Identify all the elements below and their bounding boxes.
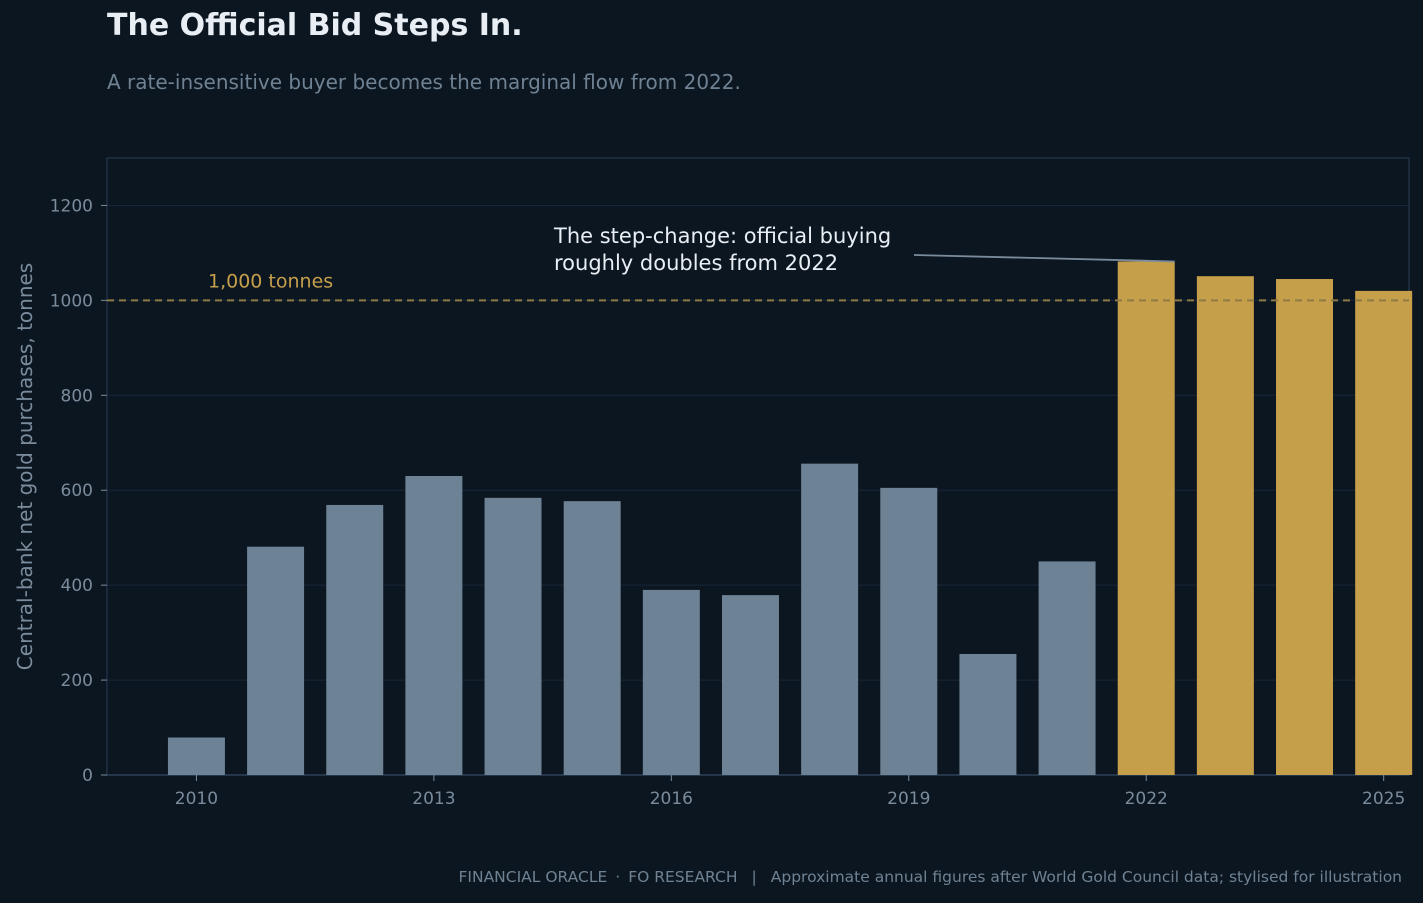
bar-2014 (484, 497, 542, 775)
x-tick-label: 2022 (1125, 789, 1168, 809)
y-tick-label: 400 (61, 576, 93, 596)
y-tick-label: 0 (82, 766, 93, 786)
bar-2024 (1276, 279, 1334, 775)
y-tick-label: 1000 (50, 291, 93, 311)
bar-2018 (801, 463, 859, 775)
footer-brand: FINANCIAL ORACLE (458, 868, 608, 886)
y-axis-label: Central-bank net gold purchases, tonnes (13, 263, 37, 670)
footer-source: Approximate annual figures after World G… (770, 868, 1402, 886)
y-tick-label: 200 (61, 671, 93, 691)
footer-credits: FINANCIAL ORACLE · FO RESEARCH | Approximate… (459, 868, 1403, 886)
bar-2020 (959, 653, 1017, 775)
bar-2023 (1196, 276, 1254, 775)
chart-title: The Official Bid Steps In. (107, 8, 523, 43)
x-tick-label: 2013 (412, 789, 455, 809)
bar-2010 (167, 737, 225, 775)
annotation-text: roughly doubles from 2022 (554, 251, 838, 275)
bar-2022 (1117, 261, 1175, 775)
bar-2011 (247, 546, 305, 775)
y-tick-label: 600 (61, 481, 93, 501)
bar-2013 (405, 475, 463, 775)
bar-2021 (1038, 561, 1096, 775)
footer-desk: FO RESEARCH (628, 868, 738, 886)
x-tick-label: 2019 (887, 789, 930, 809)
footer-dot-separator: · (615, 868, 621, 886)
x-tick-label: 2025 (1362, 789, 1405, 809)
annotation-text: The step-change: official buying (553, 224, 891, 248)
bar-2025 (1355, 290, 1413, 775)
bar-2015 (563, 501, 621, 775)
bar-2017 (721, 595, 779, 775)
reference-line-label: 1,000 tonnes (208, 270, 333, 292)
y-tick-label: 1200 (50, 196, 93, 216)
footer-pipe-separator: | (751, 868, 757, 886)
x-tick-label: 2016 (650, 789, 693, 809)
x-tick-label: 2010 (175, 789, 218, 809)
bar-2012 (326, 504, 384, 775)
y-tick-label: 800 (61, 386, 93, 406)
bar-2019 (880, 487, 938, 775)
annotation-leader (913, 254, 1175, 263)
bar-2016 (642, 589, 700, 775)
chart-subtitle: A rate-insensitive buyer becomes the mar… (107, 70, 741, 94)
